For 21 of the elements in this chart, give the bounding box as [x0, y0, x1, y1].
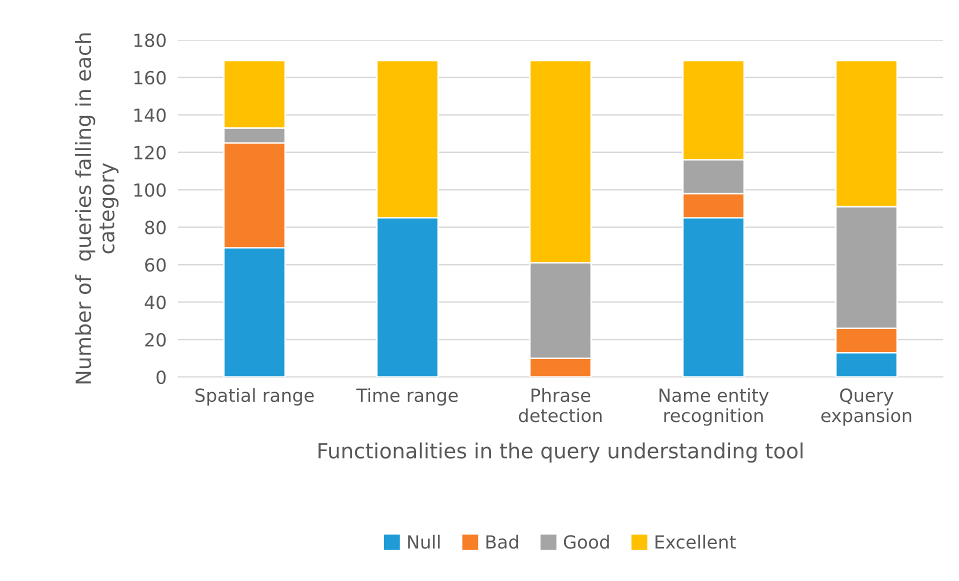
x-tick-label: Spatial range	[195, 388, 314, 406]
y-tick-label: 180	[134, 33, 166, 48]
legend-label: Null	[408, 534, 440, 549]
y-tick-label: 100	[134, 183, 166, 197]
y-tick-label: 120	[134, 146, 166, 160]
x-axis-title: Functionalities in the query understanding tool	[318, 442, 803, 463]
x-tick-label: Time range	[356, 388, 458, 406]
y-axis-title: Number of queries falling in each category	[75, 33, 119, 384]
y-tick-label: 60	[145, 258, 166, 272]
x-tick-label: Name entity recognition	[660, 388, 769, 426]
y-tick-label: 20	[145, 333, 166, 347]
y-tick-label: 140	[134, 108, 166, 122]
x-tick-label: Phrase detection	[518, 388, 602, 422]
legend-label: Good	[564, 534, 609, 549]
legend-label: Excellent	[656, 534, 736, 549]
x-tick-label: Query expansion	[821, 388, 912, 426]
y-tick-label: 0	[156, 370, 166, 384]
legend-label: Bad	[486, 534, 518, 549]
y-tick-label: 160	[134, 70, 166, 85]
y-tick-label: 40	[144, 296, 166, 310]
y-tick-label: 80	[145, 220, 166, 234]
